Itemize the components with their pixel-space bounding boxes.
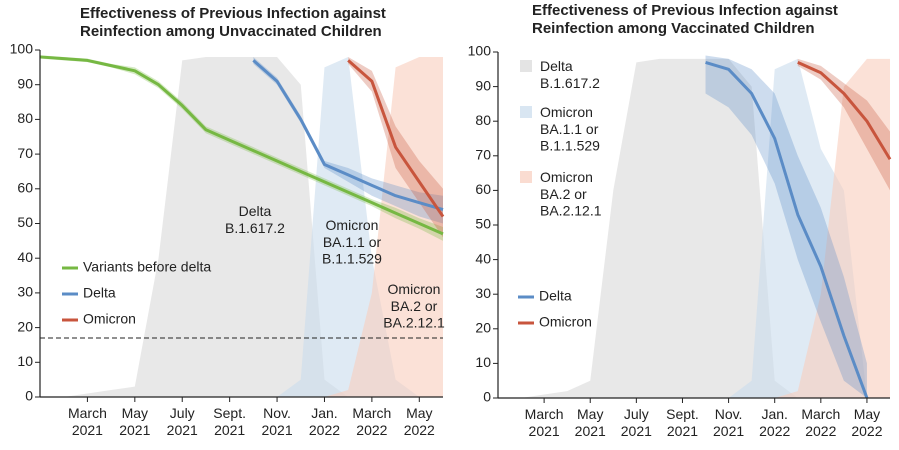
x-tick-label: Sept. 2021 bbox=[666, 406, 699, 439]
y-tick-label: 100 bbox=[10, 41, 34, 57]
x-tick-label: May 2021 bbox=[119, 405, 150, 438]
y-tick-label: 70 bbox=[475, 147, 491, 163]
legend-swatch bbox=[520, 171, 532, 183]
x-tick-label: March 2021 bbox=[525, 406, 564, 439]
x-tick-label: March 2022 bbox=[352, 405, 391, 438]
data-line bbox=[705, 60, 869, 399]
y-tick-label: 90 bbox=[475, 77, 491, 93]
data-line bbox=[39, 55, 444, 236]
y-tick-label: 20 bbox=[475, 320, 491, 336]
x-tick-label: July 2021 bbox=[621, 406, 652, 439]
y-tick-label: 90 bbox=[17, 75, 33, 91]
y-tick-label: 50 bbox=[17, 214, 33, 230]
data-line bbox=[797, 61, 892, 161]
chart-title: Effectiveness of Previous Infection agai… bbox=[80, 5, 386, 40]
legend-label: Omicron bbox=[83, 311, 136, 327]
data-line bbox=[347, 59, 445, 218]
variant-area bbox=[498, 58, 890, 399]
x-tick-label: March 2022 bbox=[801, 406, 840, 439]
y-tick-label: 30 bbox=[475, 285, 491, 301]
y-tick-label: 40 bbox=[17, 249, 33, 265]
x-tick-label: Jan. 2022 bbox=[759, 406, 790, 439]
x-tick-label: July 2021 bbox=[167, 405, 198, 438]
y-tick-label: 30 bbox=[17, 284, 33, 300]
legend-label: Delta B.1.617.2 bbox=[540, 58, 600, 91]
variant-area bbox=[40, 56, 443, 397]
legend-label: Omicron BA.2 or BA.2.12.1 bbox=[540, 169, 602, 219]
x-tick-label: Jan. 2022 bbox=[309, 405, 340, 438]
y-tick-label: 0 bbox=[483, 389, 491, 405]
area-label: Delta B.1.617.2 bbox=[225, 203, 285, 236]
confidence-band bbox=[797, 58, 890, 191]
x-tick-label: Nov. 2021 bbox=[261, 405, 292, 438]
legend-label: Variants before delta bbox=[83, 259, 211, 275]
variant-area bbox=[40, 56, 443, 397]
variant-area bbox=[498, 58, 890, 399]
legend-swatch bbox=[520, 106, 532, 118]
y-tick-label: 20 bbox=[17, 318, 33, 334]
y-tick-label: 0 bbox=[25, 388, 33, 404]
x-tick-label: Sept. 2021 bbox=[213, 405, 246, 438]
legend-label: Delta bbox=[83, 285, 116, 301]
x-tick-label: Nov. 2021 bbox=[713, 406, 744, 439]
variant-area bbox=[498, 58, 890, 399]
data-line bbox=[252, 59, 444, 212]
y-tick-label: 40 bbox=[475, 250, 491, 266]
variant-area bbox=[40, 56, 443, 397]
x-tick-label: May 2022 bbox=[404, 405, 435, 438]
confidence-band bbox=[705, 55, 867, 399]
area-label: Omicron BA.1.1 or B.1.1.529 bbox=[322, 217, 382, 267]
y-tick-label: 60 bbox=[475, 181, 491, 197]
legend-label: Delta bbox=[539, 288, 572, 304]
x-tick-label: May 2022 bbox=[851, 406, 882, 439]
confidence-band bbox=[253, 56, 443, 224]
y-tick-label: 10 bbox=[17, 353, 33, 369]
y-tick-label: 70 bbox=[17, 145, 33, 161]
y-tick-label: 50 bbox=[475, 216, 491, 232]
y-tick-label: 80 bbox=[17, 110, 33, 126]
x-tick-label: March 2021 bbox=[68, 405, 107, 438]
chart-title: Effectiveness of Previous Infection agai… bbox=[532, 2, 838, 37]
area-label: Omicron BA.2 or BA.2.12.1 bbox=[383, 281, 445, 331]
y-tick-label: 10 bbox=[475, 354, 491, 370]
x-tick-label: May 2021 bbox=[575, 406, 606, 439]
y-tick-label: 80 bbox=[475, 112, 491, 128]
confidence-band bbox=[40, 55, 443, 241]
legend-swatch bbox=[520, 60, 532, 72]
y-tick-label: 100 bbox=[468, 43, 492, 59]
legend-label: Omicron BA.1.1 or B.1.1.529 bbox=[540, 104, 600, 154]
legend-label: Omicron bbox=[539, 314, 592, 330]
y-tick-label: 60 bbox=[17, 180, 33, 196]
